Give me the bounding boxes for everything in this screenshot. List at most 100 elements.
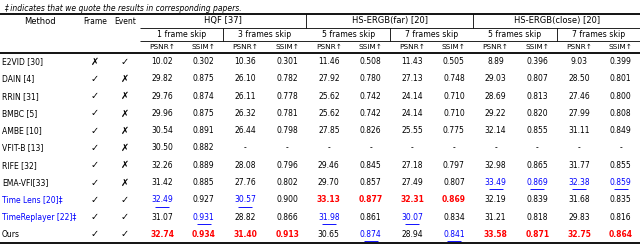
Text: 1 frame skip: 1 frame skip bbox=[157, 30, 206, 39]
Text: 27.92: 27.92 bbox=[318, 74, 340, 84]
Text: 29.70: 29.70 bbox=[318, 178, 340, 187]
Text: HS-ERGB(far) [20]: HS-ERGB(far) [20] bbox=[352, 16, 428, 26]
Text: 31.11: 31.11 bbox=[568, 126, 589, 135]
Text: 33.58: 33.58 bbox=[484, 230, 508, 239]
Text: 0.865: 0.865 bbox=[527, 161, 548, 170]
Text: 0.505: 0.505 bbox=[443, 57, 465, 66]
Text: PSNR↑: PSNR↑ bbox=[316, 44, 342, 50]
Text: 32.98: 32.98 bbox=[484, 161, 506, 170]
Text: 0.396: 0.396 bbox=[526, 57, 548, 66]
Text: -: - bbox=[411, 144, 413, 152]
Text: 7 frames skip: 7 frames skip bbox=[405, 30, 458, 39]
Text: 0.798: 0.798 bbox=[276, 126, 298, 135]
Text: 0.869: 0.869 bbox=[442, 195, 466, 204]
Text: 0.875: 0.875 bbox=[193, 74, 214, 84]
Text: -: - bbox=[494, 144, 497, 152]
Text: ✗: ✗ bbox=[121, 126, 129, 136]
Text: 32.19: 32.19 bbox=[484, 195, 506, 204]
Text: -: - bbox=[620, 144, 622, 152]
Text: 29.76: 29.76 bbox=[151, 92, 173, 101]
Text: PSNR↑: PSNR↑ bbox=[566, 44, 592, 50]
Text: 0.849: 0.849 bbox=[610, 126, 632, 135]
Text: 0.855: 0.855 bbox=[527, 126, 548, 135]
Text: 25.55: 25.55 bbox=[401, 126, 423, 135]
Text: 27.49: 27.49 bbox=[401, 178, 423, 187]
Text: 0.857: 0.857 bbox=[360, 178, 381, 187]
Text: ✗: ✗ bbox=[121, 74, 129, 84]
Text: 0.877: 0.877 bbox=[358, 195, 383, 204]
Text: 0.874: 0.874 bbox=[193, 92, 214, 101]
Text: 0.864: 0.864 bbox=[609, 230, 633, 239]
Text: 32.75: 32.75 bbox=[567, 230, 591, 239]
Text: 29.22: 29.22 bbox=[485, 109, 506, 118]
Text: PSNR↑: PSNR↑ bbox=[149, 44, 175, 50]
Text: VFIT-B [13]: VFIT-B [13] bbox=[2, 144, 44, 152]
Text: ✗: ✗ bbox=[121, 160, 129, 170]
Text: 0.875: 0.875 bbox=[193, 109, 214, 118]
Text: -: - bbox=[536, 144, 539, 152]
Text: 32.14: 32.14 bbox=[484, 126, 506, 135]
Text: 0.889: 0.889 bbox=[193, 161, 214, 170]
Text: RIFE [32]: RIFE [32] bbox=[2, 161, 36, 170]
Text: Method: Method bbox=[24, 16, 56, 26]
Text: 27.76: 27.76 bbox=[234, 178, 256, 187]
Text: SSIM↑: SSIM↑ bbox=[192, 44, 216, 50]
Text: 30.65: 30.65 bbox=[318, 230, 340, 239]
Text: 0.841: 0.841 bbox=[443, 230, 465, 239]
Text: ✓: ✓ bbox=[121, 229, 129, 239]
Text: 31.77: 31.77 bbox=[568, 161, 590, 170]
Text: 8.89: 8.89 bbox=[487, 57, 504, 66]
Text: -: - bbox=[328, 144, 330, 152]
Text: ✓: ✓ bbox=[91, 126, 99, 136]
Text: 11.43: 11.43 bbox=[401, 57, 423, 66]
Text: 27.46: 27.46 bbox=[568, 92, 590, 101]
Text: 30.50: 30.50 bbox=[151, 144, 173, 152]
Text: 27.85: 27.85 bbox=[318, 126, 340, 135]
Text: ✗: ✗ bbox=[91, 57, 99, 67]
Text: 32.31: 32.31 bbox=[400, 195, 424, 204]
Text: Event: Event bbox=[114, 16, 136, 26]
Text: DAIN [4]: DAIN [4] bbox=[2, 74, 35, 84]
Text: 31.40: 31.40 bbox=[234, 230, 257, 239]
Text: 0.508: 0.508 bbox=[360, 57, 381, 66]
Text: 30.54: 30.54 bbox=[151, 126, 173, 135]
Text: 0.882: 0.882 bbox=[193, 144, 214, 152]
Text: ✓: ✓ bbox=[91, 229, 99, 239]
Text: HQF [37]: HQF [37] bbox=[204, 16, 242, 26]
Text: Time Lens [20]‡: Time Lens [20]‡ bbox=[2, 195, 63, 204]
Text: 31.07: 31.07 bbox=[151, 212, 173, 222]
Text: 29.96: 29.96 bbox=[151, 109, 173, 118]
Text: ✓: ✓ bbox=[121, 195, 129, 205]
Text: SSIM↑: SSIM↑ bbox=[609, 44, 632, 50]
Text: 0.302: 0.302 bbox=[193, 57, 214, 66]
Text: 0.839: 0.839 bbox=[527, 195, 548, 204]
Text: ✗: ✗ bbox=[121, 108, 129, 118]
Text: 31.21: 31.21 bbox=[485, 212, 506, 222]
Text: AMBE [10]: AMBE [10] bbox=[2, 126, 42, 135]
Text: ✓: ✓ bbox=[91, 212, 99, 222]
Text: 0.874: 0.874 bbox=[360, 230, 381, 239]
Text: ✗: ✗ bbox=[121, 178, 129, 188]
Text: 0.820: 0.820 bbox=[527, 109, 548, 118]
Text: -: - bbox=[578, 144, 580, 152]
Text: 28.69: 28.69 bbox=[484, 92, 506, 101]
Text: 28.82: 28.82 bbox=[235, 212, 256, 222]
Text: ✓: ✓ bbox=[91, 91, 99, 101]
Text: 0.780: 0.780 bbox=[360, 74, 381, 84]
Text: 10.02: 10.02 bbox=[151, 57, 173, 66]
Text: 0.869: 0.869 bbox=[527, 178, 548, 187]
Text: 0.813: 0.813 bbox=[527, 92, 548, 101]
Text: SSIM↑: SSIM↑ bbox=[442, 44, 466, 50]
Text: 0.800: 0.800 bbox=[610, 92, 632, 101]
Text: 0.301: 0.301 bbox=[276, 57, 298, 66]
Text: EMA-VFI[33]: EMA-VFI[33] bbox=[2, 178, 49, 187]
Text: ✓: ✓ bbox=[91, 143, 99, 153]
Text: 26.10: 26.10 bbox=[235, 74, 256, 84]
Text: 0.808: 0.808 bbox=[610, 109, 632, 118]
Text: 29.46: 29.46 bbox=[318, 161, 340, 170]
Text: 0.742: 0.742 bbox=[360, 109, 381, 118]
Text: 27.99: 27.99 bbox=[568, 109, 590, 118]
Text: ✓: ✓ bbox=[91, 195, 99, 205]
Text: 10.36: 10.36 bbox=[234, 57, 256, 66]
Text: 25.62: 25.62 bbox=[318, 92, 340, 101]
